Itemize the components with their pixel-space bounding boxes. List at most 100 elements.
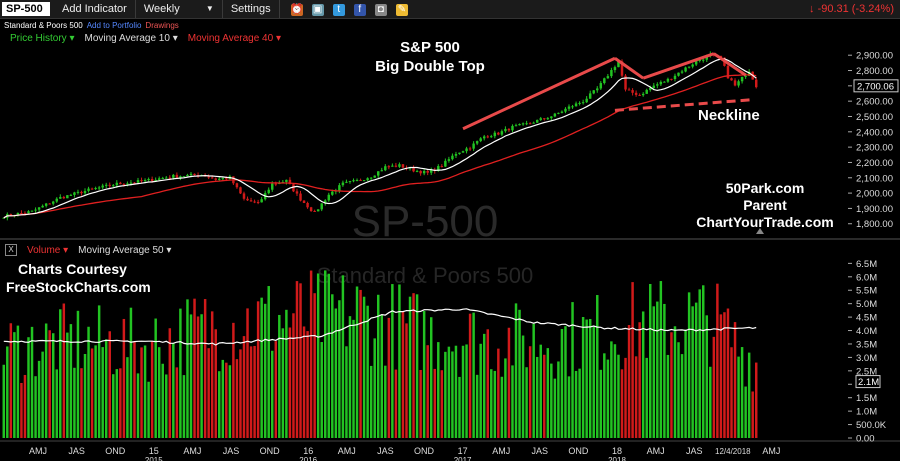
volume-bar — [564, 326, 567, 438]
price-bar — [744, 75, 747, 77]
volume-bar — [415, 294, 419, 438]
volume-bar — [581, 317, 585, 438]
volume-bar — [210, 311, 214, 438]
ma10-label[interactable]: Moving Average 10 ▾ — [84, 32, 178, 44]
volume-bar — [281, 328, 285, 438]
price-bar — [599, 83, 603, 89]
volume-bar — [41, 351, 44, 438]
price-bar — [638, 94, 641, 96]
x-tick-label: 17 — [458, 446, 468, 456]
volume-bar — [384, 365, 387, 438]
windows-icon[interactable]: ▣ — [311, 4, 324, 16]
volume-bar — [680, 354, 684, 438]
volume-bar — [203, 299, 207, 438]
volume-tick-label: 3.5M — [856, 339, 877, 350]
volume-tick-label: 2.5M — [856, 366, 877, 377]
price-bar — [567, 106, 571, 109]
subbar: Standard & Poors 500 Add to Portfolio Dr… — [0, 18, 179, 32]
vol-ma50-label[interactable]: Moving Average 50 ▾ — [78, 244, 172, 256]
ma40-label[interactable]: Moving Average 40 ▾ — [187, 32, 281, 44]
volume-bar — [235, 359, 239, 438]
volume-bar — [398, 284, 401, 438]
volume-bar — [331, 294, 334, 438]
price-tick-label: 1,900.00 — [856, 204, 893, 215]
volume-bar — [143, 345, 147, 438]
volume-bar — [119, 368, 122, 438]
camera-icon[interactable]: ◘ — [374, 4, 387, 16]
volume-bar — [172, 343, 175, 438]
volume-bar — [391, 284, 394, 438]
volume-bar — [83, 354, 87, 438]
price-bar — [486, 136, 489, 138]
price-bar — [663, 81, 666, 83]
volume-bar — [440, 370, 444, 438]
price-bar — [214, 178, 217, 180]
volume-bar — [712, 336, 716, 438]
price-bar — [327, 194, 331, 201]
volume-bar — [51, 333, 55, 438]
symbol-input[interactable]: SP-500 — [2, 2, 50, 16]
price-bar — [62, 197, 66, 199]
price-bar — [331, 191, 334, 195]
volume-bar — [433, 368, 436, 438]
volume-bar — [345, 346, 348, 438]
x-tick-label: JAS — [532, 446, 549, 456]
price-bar — [341, 182, 345, 186]
note-icon[interactable]: ✎ — [395, 4, 408, 16]
interval-select[interactable]: Weekly ▼ — [136, 0, 223, 18]
price-bar — [175, 174, 179, 178]
facebook-icon[interactable]: f — [353, 4, 366, 16]
price-bar — [76, 191, 80, 193]
price-bar — [253, 201, 256, 203]
volume-bar — [207, 348, 210, 438]
volume-bar — [599, 369, 603, 438]
twitter-icon[interactable]: t — [332, 4, 345, 16]
price-bar — [373, 175, 376, 178]
price-bar — [401, 164, 405, 168]
alarm-icon[interactable]: ⏰ — [290, 4, 304, 16]
volume-bar — [588, 318, 592, 438]
volume-label[interactable]: Volume ▾ — [27, 244, 69, 256]
add-indicator-button[interactable]: Add Indicator — [54, 0, 136, 18]
volume-bar — [69, 324, 73, 438]
settings-button[interactable]: Settings — [223, 0, 280, 18]
volume-bar — [543, 354, 546, 438]
volume-bar — [80, 368, 83, 438]
price-change: ↓ -90.31 (-3.24%) — [809, 0, 894, 18]
drawings-link[interactable]: Drawings — [145, 20, 179, 30]
volume-bar — [122, 318, 126, 438]
x-tick-label: AMJ — [183, 446, 201, 456]
price-bar — [242, 193, 246, 199]
close-icon[interactable]: X — [5, 244, 17, 256]
volume-bar — [528, 346, 532, 438]
volume-bar — [221, 359, 225, 438]
price-bar — [69, 194, 73, 196]
add-to-portfolio-link[interactable]: Add to Portfolio — [86, 20, 142, 30]
price-bar — [274, 183, 278, 185]
price-bar — [737, 81, 740, 86]
volume-bar — [73, 367, 76, 438]
price-bar — [66, 195, 69, 199]
volume-bar — [645, 357, 648, 438]
volume-bar — [327, 273, 331, 438]
price-bar — [384, 166, 387, 171]
volume-bar — [274, 341, 278, 438]
price-bar — [249, 200, 253, 202]
volume-bar — [6, 346, 9, 438]
volume-bar — [620, 369, 624, 438]
price-bar — [83, 190, 87, 194]
scroll-marker-icon — [756, 228, 764, 234]
price-bar — [73, 192, 76, 195]
volume-tick-label: 500.0K — [856, 420, 887, 431]
price-bar — [535, 119, 539, 123]
volume-bar — [23, 374, 27, 438]
price-bar — [359, 179, 362, 181]
title-line-2: Big Double Top — [375, 58, 485, 75]
price-bar — [288, 179, 292, 185]
toolbar-icons: ⏰ ▣ t f ◘ ✎ — [280, 0, 419, 18]
volume-bar — [362, 296, 366, 438]
price-bar — [218, 178, 221, 180]
price-history-label[interactable]: Price History ▾ — [10, 32, 75, 44]
price-bar — [182, 176, 186, 178]
